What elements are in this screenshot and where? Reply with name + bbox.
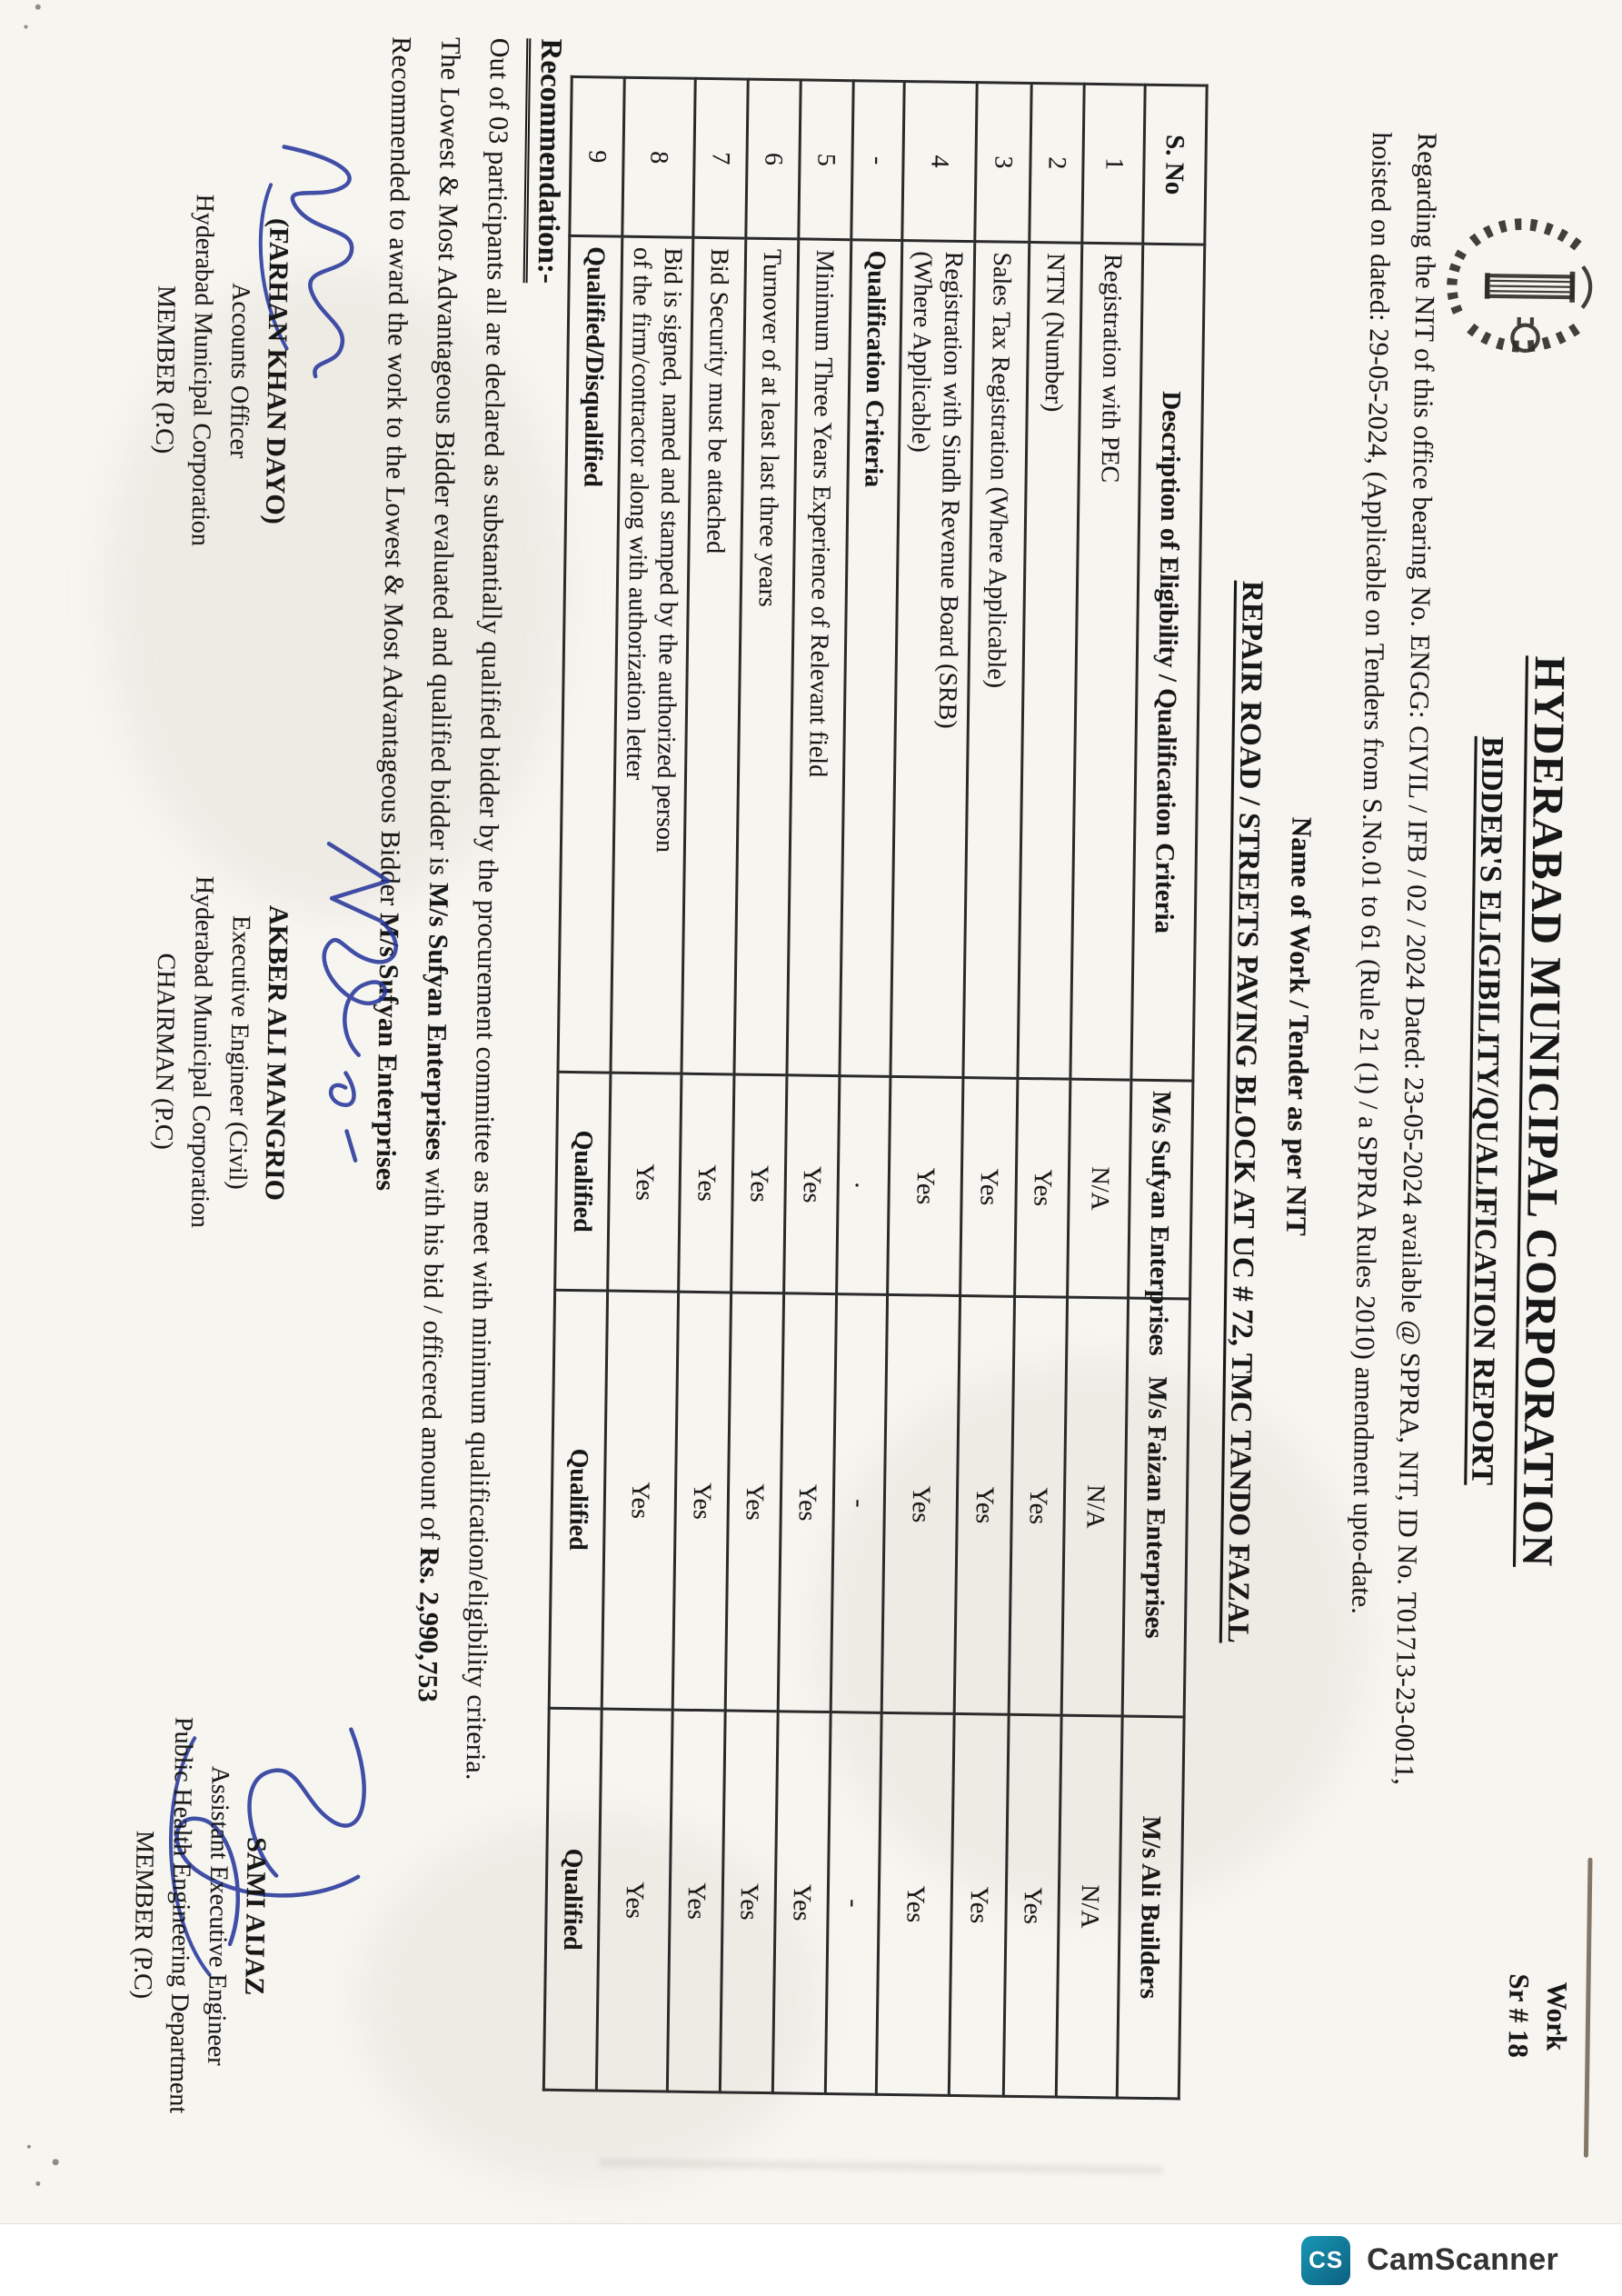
signatory-name: (FARHAN KHAN DAYO) [259,217,294,524]
signature-ink-farhan [229,130,392,404]
sno-cell: 2 [1029,83,1085,244]
col-header-sno: S. No [1142,85,1208,245]
rec-line2-text: The Lowest & Most Advantageous Bidder ev… [423,36,466,883]
camscanner-wordmark: CamScanner [1367,2242,1558,2277]
eligibility-table: S. No Description of Eligibility / Quali… [542,75,1209,2101]
col-header-description: Description of Eligibility / Qualificati… [1130,244,1205,1082]
sno-cell: 1 [1081,84,1146,245]
signatory-name: SAMI AIJAZ [239,1836,272,1996]
signatory-sami: SAMI AIJAZ Assistant Executive Engineer … [122,1660,278,2171]
name-of-work-label: Name of Work / Tender as per NIT [1280,816,1318,1236]
ali-cell: Yes [1003,1714,1062,2098]
ali-cell: Yes [596,1709,673,2092]
sufyan-cell: Yes [783,1074,840,1294]
sufyan-cell: Qualified [554,1072,611,1292]
faizan-cell: N/A [1061,1297,1129,1717]
sno-cell: 6 [745,79,801,239]
faizan-cell: Yes [602,1291,679,1711]
desc-cell: Registration with Sindh Revenue Board (S… [890,240,975,1078]
ali-cell: Yes [772,1711,831,2094]
signatory-role: Executive Engineer (Civil) [223,914,255,1190]
faizan-cell: Qualified [549,1290,608,1710]
col-header-faizan: M/s Faizan Enterprises [1122,1298,1190,1717]
faizan-cell: - [831,1293,888,1713]
faizan-cell: Yes [778,1293,837,1712]
ali-cell: - [825,1712,882,2095]
ali-cell: Yes [876,1712,955,2096]
recommendation-line-2: The Lowest & Most Advantageous Bidder ev… [405,36,466,2128]
ali-cell: Yes [949,1713,1010,2097]
municipal-crest-icon [1442,205,1598,366]
camscanner-logo-icon: CS [1301,2235,1351,2285]
faizan-cell: Yes [1009,1296,1068,1716]
sufyan-cell: Yes [731,1074,787,1293]
ink-speck [24,25,28,29]
signatory-akber: AKBER ALI MANGRIO Executive Engineer (Ci… [143,805,299,1298]
work-label: Work [1540,1982,1574,2051]
signatory-farhan: (FARHAN KHAN DAYO) Accounts Officer Hyde… [144,133,299,607]
sno-cell: 4 [901,81,978,242]
sufyan-cell: N/A [1067,1079,1131,1299]
recommendation-heading: Recommendation:- [522,38,568,285]
desc-cell: Registration with PEC [1070,243,1143,1081]
signatory-name: AKBER ALI MANGRIO [259,904,294,1202]
work-title: REPAIR ROAD / STREETS PAVING BLOCK AT UC… [1220,580,1269,1643]
sno-cell: 7 [692,78,749,239]
rec-line2-bidder: M/s Sufyan Enterprises [420,882,454,1162]
letterhead: HYDERABAD MUNICIPAL CORPORATION BIDDER'S… [1458,329,1579,1893]
sufyan-cell: Yes [607,1073,682,1293]
faizan-cell: Yes [954,1295,1015,1715]
sno-cell: 9 [569,76,625,237]
document-page: HYDERABAD MUNICIPAL CORPORATION BIDDER'S… [24,4,1598,2186]
scanned-document: HYDERABAD MUNICIPAL CORPORATION BIDDER'S… [0,0,1622,2223]
col-header-ali: M/s Ali Builders [1117,1716,1185,2099]
faizan-cell: Yes [725,1292,784,1712]
desc-cell: Bid is signed, named and stamped by the … [610,236,693,1074]
ali-cell: Yes [720,1710,779,2093]
sufyan-cell: Yes [960,1077,1018,1297]
ali-cell: N/A [1056,1715,1123,2098]
ali-cell: Qualified [543,1708,602,2091]
sufyan-cell: Yes [887,1076,963,1296]
signatory-role: Assistant Executive Engineer [202,1765,234,2066]
ink-speck [26,2144,31,2149]
signature-ink-sami [143,1683,388,2014]
intro-paragraph: Regarding the NIT of this office bearing… [1331,132,1449,2096]
signature-ink-akber [289,831,417,1196]
camscanner-footer: CS CamScanner [0,2223,1622,2296]
sufyan-cell: Yes [1014,1078,1070,1298]
rec-line2-amount: Rs. 2,990,753 [412,1546,445,1703]
sno-cell: 5 [798,79,854,240]
signatory-org: Hyderabad Municipal Corporation [185,194,219,547]
ink-speck [52,2159,59,2166]
recommendation-line-1: Out of 03 participants all are declared … [460,37,515,1781]
sufyan-cell: Yes [678,1073,734,1293]
sno-cell: - [851,80,905,241]
scan-edge-artifact [1583,1857,1593,2158]
work-title-wrap: REPAIR ROAD / STREETS PAVING BLOCK AT UC… [1213,53,1277,2171]
sufyan-cell: . [836,1075,891,1295]
signatory-post: MEMBER (P.C) [149,285,181,454]
sno-cell: 3 [974,82,1032,243]
signatory-org: Hyderabad Municipal Corporation [185,875,219,1229]
faizan-cell: Yes [881,1294,960,1714]
sno-cell: 8 [622,77,696,238]
faizan-cell: Yes [672,1292,731,1711]
recommendation-heading-wrap: Recommendation:- [522,38,568,285]
paper-blotch [363,1818,818,2181]
col-header-sufyan: M/s Sufyan Enterprises [1128,1080,1193,1356]
paper-blotch [109,273,563,909]
rec-line2-text: with his bid / officered amount of [414,1160,451,1548]
ink-speck [35,2181,41,2186]
signatory-org: Public Health Engineering Department [164,1716,198,2114]
ali-cell: Yes [667,1710,726,2092]
ink-speck [35,4,41,10]
work-serial: Sr # 18 [1502,1973,1536,2059]
work-serial-block: Work Sr # 18 [1498,1892,1577,2139]
paper-blotch [818,1363,1363,1909]
report-title: BIDDER'S ELIGIBILITY/QUALIFICATION REPOR… [1465,735,1509,1486]
scan-streak-artifact [599,2158,1163,2175]
signatory-role: Accounts Officer [224,283,255,459]
